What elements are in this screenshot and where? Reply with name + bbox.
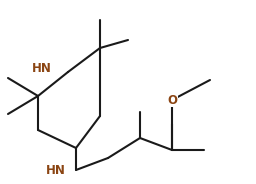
Text: O: O bbox=[167, 93, 177, 107]
Text: HN: HN bbox=[32, 61, 52, 75]
Text: HN: HN bbox=[46, 164, 66, 176]
